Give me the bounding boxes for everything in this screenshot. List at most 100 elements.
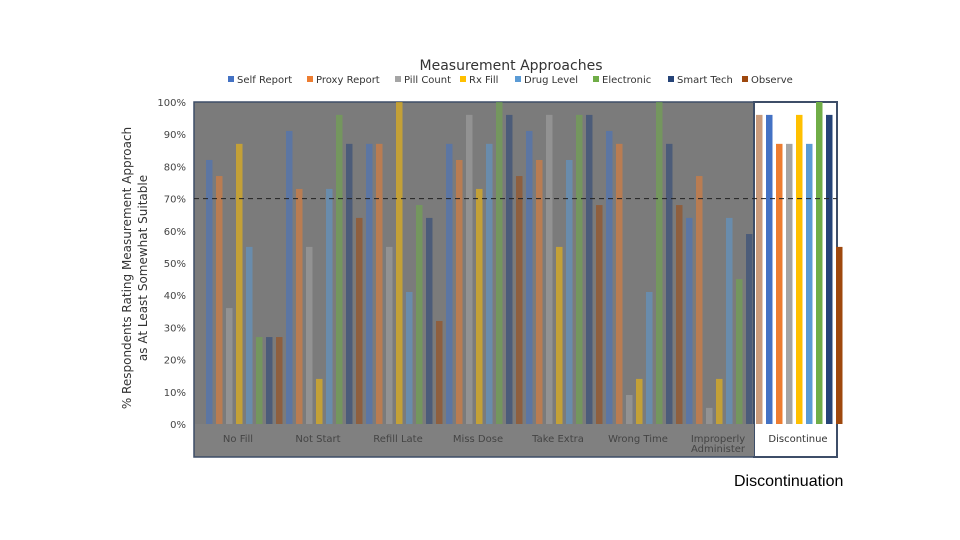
y-tick-label: 20% xyxy=(164,356,186,367)
legend-label: Proxy Report xyxy=(316,75,380,86)
bar xyxy=(396,102,403,424)
bar xyxy=(556,246,563,424)
bar xyxy=(276,337,283,424)
bar xyxy=(576,114,583,424)
legend: Self Report Proxy Report Pill Count Rx Fill… xyxy=(228,75,793,86)
y-tick-label: 40% xyxy=(164,291,186,302)
bar xyxy=(376,143,383,425)
x-tick-label: Miss Dose xyxy=(453,434,503,445)
bar xyxy=(356,217,363,424)
legend-swatch xyxy=(228,76,234,82)
bar xyxy=(696,176,703,424)
x-tick-label: No Fill xyxy=(223,434,253,445)
bar xyxy=(676,205,683,424)
bar xyxy=(386,246,393,424)
bar xyxy=(586,114,593,424)
bar xyxy=(796,114,803,424)
bar xyxy=(626,395,633,424)
x-tick-label: Administer xyxy=(691,444,746,455)
bar xyxy=(416,205,423,424)
legend-swatch xyxy=(593,76,599,82)
bar xyxy=(316,378,323,424)
legend-swatch xyxy=(395,76,401,82)
bar xyxy=(656,102,663,424)
y-tick-label: 50% xyxy=(164,259,186,270)
legend-swatch xyxy=(515,76,521,82)
x-tick-label: Improperly xyxy=(691,434,745,445)
bar xyxy=(756,114,763,424)
bar xyxy=(726,217,733,424)
legend-swatch xyxy=(460,76,466,82)
x-tick-label: Take Extra xyxy=(531,434,584,445)
legend-label: Observe xyxy=(751,75,793,86)
bar xyxy=(256,337,263,424)
y-tick-label: 0% xyxy=(170,420,186,431)
bar xyxy=(596,205,603,424)
bar xyxy=(806,143,813,425)
bar xyxy=(666,143,673,425)
bar xyxy=(646,291,653,424)
bar xyxy=(336,114,343,424)
bar xyxy=(746,234,753,424)
y-axis-label-line2: as At Least Somewhat Suitable xyxy=(136,175,150,361)
plot-area: 0% 10% 20% 30% 40% 50% 60% 70% 80% 90% 100% No Fill… xyxy=(157,98,843,458)
bar xyxy=(326,188,333,424)
bar xyxy=(506,114,513,424)
y-tick-label: 60% xyxy=(164,227,186,238)
category-strip xyxy=(195,424,754,456)
caption: Discontinuation xyxy=(734,473,844,490)
bar xyxy=(296,188,303,424)
bar xyxy=(486,143,493,425)
bar xyxy=(836,246,843,424)
y-tick-label: 100% xyxy=(157,98,186,109)
bar xyxy=(466,114,473,424)
bar xyxy=(426,217,433,424)
y-tick-label: 30% xyxy=(164,323,186,334)
bar xyxy=(526,130,533,425)
legend-label: Self Report xyxy=(237,75,292,86)
legend-swatch xyxy=(668,76,674,82)
bar xyxy=(536,159,543,424)
bar xyxy=(446,143,453,425)
legend-swatch xyxy=(307,76,313,82)
legend-label: Pill Count xyxy=(404,75,451,86)
bar xyxy=(236,143,243,425)
x-tick-label: Refill Late xyxy=(373,434,422,445)
bar xyxy=(246,246,253,424)
chart-title: Measurement Approaches xyxy=(420,58,603,74)
bar xyxy=(636,378,643,424)
bar xyxy=(716,378,723,424)
bar xyxy=(206,159,213,424)
y-tick-label: 70% xyxy=(164,195,186,206)
bar xyxy=(826,114,833,424)
bar xyxy=(706,407,713,424)
bar xyxy=(346,143,353,425)
legend-label: Smart Tech xyxy=(677,75,733,86)
bar xyxy=(776,143,783,425)
x-tick-label: Wrong Time xyxy=(608,434,668,445)
x-tick-label: Not Start xyxy=(295,434,340,445)
bar xyxy=(476,188,483,424)
bar xyxy=(566,159,573,424)
bar xyxy=(786,143,793,425)
y-tick-label: 10% xyxy=(164,388,186,399)
y-tick-label: 90% xyxy=(164,130,186,141)
bar xyxy=(546,114,553,424)
y-axis-label: % Respondents Rating Measurement Approac… xyxy=(120,127,134,409)
legend-swatch xyxy=(742,76,748,82)
bar xyxy=(766,114,773,424)
legend-label: Rx Fill xyxy=(469,75,498,86)
bar xyxy=(366,143,373,425)
bar xyxy=(736,279,743,424)
bar xyxy=(266,337,273,424)
bar xyxy=(456,159,463,424)
bar xyxy=(516,176,523,424)
bar xyxy=(816,102,823,424)
bar xyxy=(286,130,293,425)
bar xyxy=(306,246,313,424)
bar xyxy=(606,130,613,425)
y-tick-label: 80% xyxy=(164,162,186,173)
bar xyxy=(216,176,223,424)
x-tick-label: Discontinue xyxy=(768,434,827,445)
